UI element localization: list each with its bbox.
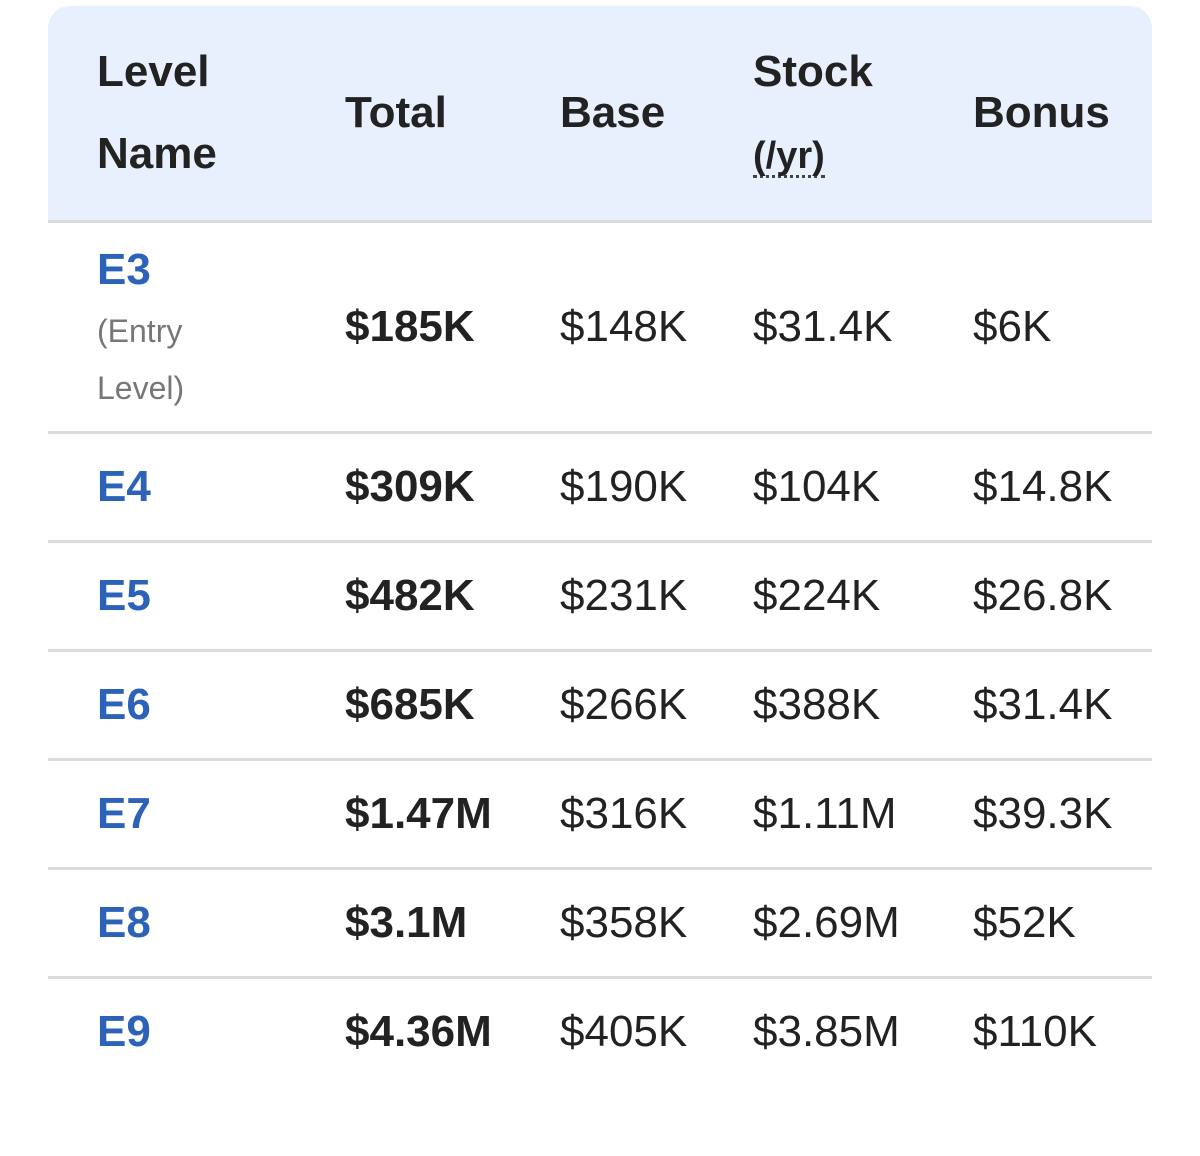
level-cell: E5 bbox=[48, 543, 345, 652]
value-cell: $388K bbox=[753, 652, 973, 761]
level-cell: E4 bbox=[48, 434, 345, 543]
table-body: E3 (Entry Level) $185K $148K $31.4K $6K E4 $309… bbox=[48, 223, 1152, 1085]
salary-table: Level Name Total Base Stock (/yr) Bonus E3 (En… bbox=[48, 6, 1152, 1085]
value-cell: $31.4K bbox=[753, 223, 973, 434]
value-cell: $110K bbox=[973, 1007, 1097, 1056]
value-cell: $31.4K bbox=[973, 652, 1152, 761]
value-cell: $2.69M bbox=[753, 870, 973, 979]
header-text: Total bbox=[345, 88, 447, 137]
header-text: Base bbox=[560, 88, 666, 137]
level-cell: E3 (Entry Level) bbox=[48, 223, 345, 434]
level-cell: E9 bbox=[48, 979, 345, 1085]
table-row: E3 (Entry Level) $185K $148K $31.4K $6K bbox=[48, 223, 1152, 434]
level-name: E6 bbox=[97, 680, 151, 729]
value-cell: $52K bbox=[973, 870, 1152, 979]
total-cell: $482K bbox=[345, 543, 560, 652]
level-name: E7 bbox=[97, 789, 151, 838]
column-header: Stock (/yr) bbox=[753, 6, 973, 223]
total-cell: $309K bbox=[345, 434, 560, 543]
value-cell: $148K bbox=[560, 223, 753, 434]
level-name: E9 bbox=[97, 1007, 151, 1056]
table-row: E6 $685K $266K $388K $31.4K bbox=[48, 652, 1152, 761]
table-row: E7 $1.47M $316K $1.11M $39.3K bbox=[48, 761, 1152, 870]
value-cell: $358K bbox=[560, 870, 753, 979]
value-cell: $231K bbox=[560, 543, 753, 652]
value-cell: $3.85M bbox=[753, 1007, 900, 1056]
level-name: E4 bbox=[97, 462, 151, 511]
value-cell: $224K bbox=[753, 543, 973, 652]
table-row: E8 $3.1M $358K $2.69M $52K bbox=[48, 870, 1152, 979]
value-cell: $6K bbox=[973, 223, 1152, 434]
column-header: Base bbox=[560, 6, 753, 223]
value-cell: $266K bbox=[560, 652, 753, 761]
value-cell: $316K bbox=[560, 761, 753, 870]
value-cell: $190K bbox=[560, 434, 753, 543]
value-cell: $405K bbox=[560, 1007, 688, 1056]
total-cell: $1.47M bbox=[345, 761, 560, 870]
level-note: (Entry Level) bbox=[97, 313, 185, 406]
total-cell: $185K bbox=[345, 223, 560, 434]
level-cell: E8 bbox=[48, 870, 345, 979]
level-cell: E7 bbox=[48, 761, 345, 870]
column-header: Level Name bbox=[48, 6, 345, 223]
header-row: Level Name Total Base Stock (/yr) Bonus bbox=[48, 6, 1152, 223]
level-cell: E6 bbox=[48, 652, 345, 761]
table-row: E9 $4.36M $405K $3.85M $110K bbox=[48, 979, 1152, 1085]
header-text: Stock bbox=[753, 47, 873, 96]
value-cell: $26.8K bbox=[973, 543, 1152, 652]
value-cell: $104K bbox=[753, 434, 973, 543]
header-text: Level Name bbox=[97, 47, 217, 178]
column-header: Bonus bbox=[973, 6, 1152, 223]
level-name: E8 bbox=[97, 898, 151, 947]
total-cell: $4.36M bbox=[345, 1007, 492, 1056]
level-name: E5 bbox=[97, 571, 151, 620]
value-cell: $14.8K bbox=[973, 434, 1152, 543]
table-row: E5 $482K $231K $224K $26.8K bbox=[48, 543, 1152, 652]
value-cell: $1.11M bbox=[753, 761, 973, 870]
column-header: Total bbox=[345, 6, 560, 223]
header-text: Bonus bbox=[973, 88, 1110, 137]
level-name: E3 bbox=[97, 245, 151, 294]
value-cell: $39.3K bbox=[973, 761, 1152, 870]
total-cell: $3.1M bbox=[345, 870, 560, 979]
table-row: E4 $309K $190K $104K $14.8K bbox=[48, 434, 1152, 543]
total-cell: $685K bbox=[345, 652, 560, 761]
header-unit: (/yr) bbox=[753, 135, 825, 178]
